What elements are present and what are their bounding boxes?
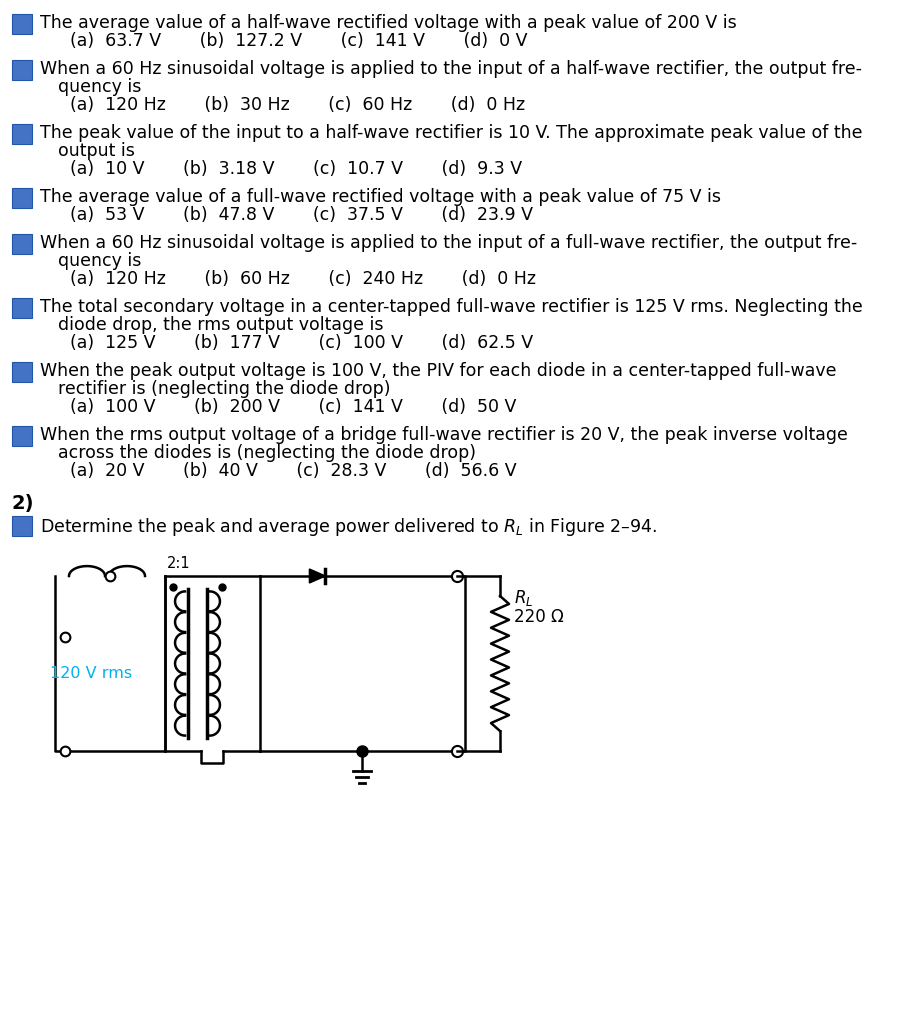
Text: 220 Ω: 220 Ω xyxy=(514,608,563,626)
Text: (a)  20 V       (b)  40 V       (c)  28.3 V       (d)  56.6 V: (a) 20 V (b) 40 V (c) 28.3 V (d) 56.6 V xyxy=(70,462,516,480)
Text: across the diodes is (neglecting the diode drop): across the diodes is (neglecting the dio… xyxy=(58,444,476,462)
Text: 2:1: 2:1 xyxy=(167,556,190,571)
Text: The total secondary voltage in a center-tapped full-wave rectifier is 125 V rms.: The total secondary voltage in a center-… xyxy=(40,298,862,316)
Text: The average value of a half-wave rectified voltage with a peak value of 200 V is: The average value of a half-wave rectifi… xyxy=(40,14,736,32)
Bar xyxy=(12,516,32,536)
Text: 2): 2) xyxy=(12,494,35,513)
Bar xyxy=(12,188,32,208)
Text: rectifier is (neglecting the diode drop): rectifier is (neglecting the diode drop) xyxy=(58,380,390,398)
Bar xyxy=(12,234,32,254)
Text: output is: output is xyxy=(58,142,135,160)
Bar xyxy=(12,298,32,318)
Text: (a)  120 Hz       (b)  60 Hz       (c)  240 Hz       (d)  0 Hz: (a) 120 Hz (b) 60 Hz (c) 240 Hz (d) 0 Hz xyxy=(70,270,536,288)
Bar xyxy=(12,124,32,144)
Text: The average value of a full-wave rectified voltage with a peak value of 75 V is: The average value of a full-wave rectifi… xyxy=(40,188,721,206)
Bar xyxy=(12,426,32,446)
Text: 120 V rms: 120 V rms xyxy=(50,666,132,681)
Text: When a 60 Hz sinusoidal voltage is applied to the input of a full-wave rectifier: When a 60 Hz sinusoidal voltage is appli… xyxy=(40,234,856,252)
Text: When the rms output voltage of a bridge full-wave rectifier is 20 V, the peak in: When the rms output voltage of a bridge … xyxy=(40,426,847,444)
Bar xyxy=(12,362,32,382)
Text: diode drop, the rms output voltage is: diode drop, the rms output voltage is xyxy=(58,316,384,334)
Polygon shape xyxy=(309,569,325,583)
Text: (a)  100 V       (b)  200 V       (c)  141 V       (d)  50 V: (a) 100 V (b) 200 V (c) 141 V (d) 50 V xyxy=(70,398,516,416)
Text: (a)  125 V       (b)  177 V       (c)  100 V       (d)  62.5 V: (a) 125 V (b) 177 V (c) 100 V (d) 62.5 V xyxy=(70,334,533,352)
Text: $R_L$: $R_L$ xyxy=(514,588,533,608)
Bar xyxy=(12,60,32,80)
Text: Determine the peak and average power delivered to $R_L$ in Figure 2–94.: Determine the peak and average power del… xyxy=(40,516,657,538)
Text: (a)  53 V       (b)  47.8 V       (c)  37.5 V       (d)  23.9 V: (a) 53 V (b) 47.8 V (c) 37.5 V (d) 23.9 … xyxy=(70,206,532,224)
Text: When the peak output voltage is 100 V, the PIV for each diode in a center-tapped: When the peak output voltage is 100 V, t… xyxy=(40,362,835,380)
Text: quency is: quency is xyxy=(58,78,141,96)
Text: (a)  120 Hz       (b)  30 Hz       (c)  60 Hz       (d)  0 Hz: (a) 120 Hz (b) 30 Hz (c) 60 Hz (d) 0 Hz xyxy=(70,96,525,114)
Text: quency is: quency is xyxy=(58,252,141,270)
Bar xyxy=(12,14,32,34)
Text: (a)  63.7 V       (b)  127.2 V       (c)  141 V       (d)  0 V: (a) 63.7 V (b) 127.2 V (c) 141 V (d) 0 V xyxy=(70,32,527,50)
Text: When a 60 Hz sinusoidal voltage is applied to the input of a half-wave rectifier: When a 60 Hz sinusoidal voltage is appli… xyxy=(40,60,861,78)
Text: The peak value of the input to a half-wave rectifier is 10 V. The approximate pe: The peak value of the input to a half-wa… xyxy=(40,124,862,142)
Text: (a)  10 V       (b)  3.18 V       (c)  10.7 V       (d)  9.3 V: (a) 10 V (b) 3.18 V (c) 10.7 V (d) 9.3 V xyxy=(70,160,522,178)
